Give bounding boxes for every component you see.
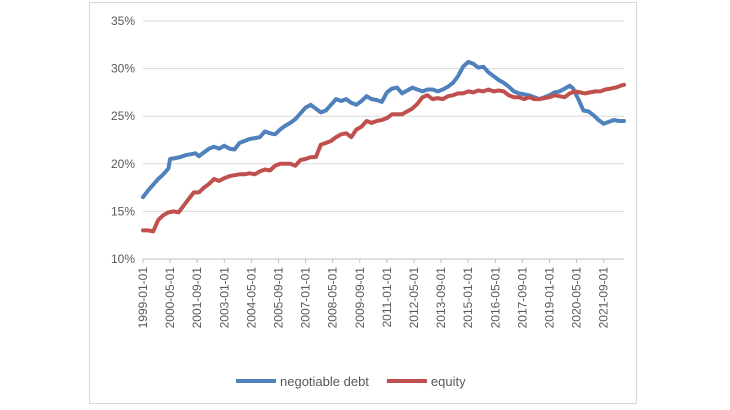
legend-label: equity: [431, 374, 466, 389]
x-tick-label: 2007-01-01: [299, 267, 313, 329]
x-tick-label: 2019-01-01: [542, 267, 556, 329]
series-line: [141, 59, 626, 200]
y-tick-label: 35%: [111, 14, 135, 28]
x-tick-label: 2017-09-01: [515, 267, 529, 329]
x-tick-label: 2011-01-01: [380, 267, 394, 328]
y-tick-label: 15%: [111, 204, 135, 218]
x-tick-label: 2001-09-01: [190, 267, 204, 329]
x-tick-label: 2012-05-01: [407, 267, 421, 329]
x-tick-label: 2016-05-01: [488, 267, 502, 329]
x-tick-label: 1999-01-01: [136, 267, 150, 329]
x-tick-label: 2000-05-01: [163, 267, 177, 329]
y-tick-label: 25%: [111, 109, 135, 123]
x-tick-label: 2003-01-01: [217, 267, 231, 329]
x-tick-label: 2013-09-01: [434, 267, 448, 329]
series-line: [141, 82, 626, 234]
legend-label: negotiable debt: [280, 374, 369, 389]
x-tick-label: 2008-05-01: [326, 267, 340, 329]
x-tick-label: 2020-05-01: [570, 267, 584, 329]
y-tick-label: 30%: [111, 62, 135, 76]
y-tick-label: 20%: [111, 157, 135, 171]
chart-frame: [89, 2, 637, 404]
x-tick-label: 2009-09-01: [353, 267, 367, 329]
y-tick-label: 10%: [111, 252, 135, 266]
x-tick-label: 2015-01-01: [461, 267, 475, 329]
x-tick-label: 2005-09-01: [271, 267, 285, 329]
x-tick-label: 2004-05-01: [244, 267, 258, 329]
x-tick-label: 2021-09-01: [597, 267, 611, 329]
